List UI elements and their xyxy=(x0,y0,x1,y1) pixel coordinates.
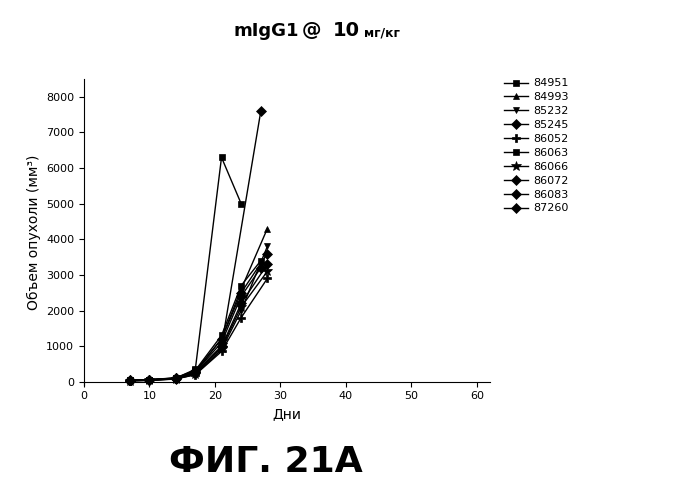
Line: 86083: 86083 xyxy=(127,261,271,384)
85245 xyxy=(257,265,265,271)
86083 xyxy=(263,261,272,267)
Line: 84951: 84951 xyxy=(127,154,244,383)
85245 xyxy=(172,375,180,381)
86083 xyxy=(191,370,200,376)
84993 xyxy=(263,226,272,232)
Legend: 84951, 84993, 85232, 85245, 86052, 86063, 86066, 86072, 86083, 87260: 84951, 84993, 85232, 85245, 86052, 86063… xyxy=(504,79,569,213)
Line: 87260: 87260 xyxy=(127,250,271,384)
86063 xyxy=(257,258,265,264)
85232 xyxy=(172,376,180,382)
86052 xyxy=(125,378,134,384)
84993 xyxy=(191,369,200,375)
85232 xyxy=(125,378,134,384)
87260 xyxy=(217,336,225,342)
Y-axis label: Объем опухоли (мм³): Объем опухоли (мм³) xyxy=(27,155,41,310)
87260 xyxy=(191,368,200,374)
84951 xyxy=(146,376,154,382)
Text: 10: 10 xyxy=(333,21,360,40)
Text: mIgG1: mIgG1 xyxy=(233,22,299,40)
Text: @: @ xyxy=(302,21,321,40)
86066 xyxy=(237,304,246,310)
85232 xyxy=(146,377,154,383)
84951 xyxy=(191,367,200,372)
Line: 86063: 86063 xyxy=(127,257,265,384)
86083 xyxy=(172,375,180,381)
84993 xyxy=(237,286,246,292)
86083 xyxy=(146,377,154,383)
86072 xyxy=(217,343,225,349)
85232 xyxy=(217,347,225,353)
86052 xyxy=(217,349,225,355)
Text: мг/кг: мг/кг xyxy=(363,27,400,40)
86063 xyxy=(217,332,225,338)
87260 xyxy=(146,377,154,383)
84951 xyxy=(217,155,225,161)
86072 xyxy=(146,377,154,383)
86066 xyxy=(146,377,154,383)
84951 xyxy=(125,377,134,383)
87260 xyxy=(263,250,272,256)
85232 xyxy=(237,308,246,314)
86072 xyxy=(172,375,180,381)
86052 xyxy=(146,377,154,383)
86066 xyxy=(191,371,200,377)
Line: 86066: 86066 xyxy=(125,266,272,386)
84993 xyxy=(146,377,154,383)
86052 xyxy=(172,376,180,382)
86072 xyxy=(191,370,200,375)
86063 xyxy=(125,377,134,383)
87260 xyxy=(172,375,180,381)
86066 xyxy=(172,376,180,382)
Line: 85232: 85232 xyxy=(127,243,271,384)
Line: 86052: 86052 xyxy=(126,274,272,385)
86063 xyxy=(172,375,180,381)
86072 xyxy=(257,108,265,114)
X-axis label: Дни: Дни xyxy=(272,407,302,421)
86063 xyxy=(146,376,154,382)
86066 xyxy=(217,345,225,351)
85245 xyxy=(237,293,246,299)
87260 xyxy=(237,290,246,296)
85232 xyxy=(191,371,200,377)
85245 xyxy=(146,377,154,383)
87260 xyxy=(125,377,134,383)
Line: 84993: 84993 xyxy=(127,225,271,384)
86063 xyxy=(237,283,246,288)
86052 xyxy=(237,315,246,321)
86083 xyxy=(237,300,246,306)
86083 xyxy=(125,377,134,383)
86063 xyxy=(191,368,200,373)
84951 xyxy=(237,201,246,206)
84993 xyxy=(217,336,225,342)
85245 xyxy=(191,369,200,375)
85245 xyxy=(125,377,134,383)
Text: ФИГ. 21А: ФИГ. 21А xyxy=(169,445,363,479)
86052 xyxy=(263,276,272,282)
85245 xyxy=(217,339,225,345)
84951 xyxy=(172,375,180,381)
86083 xyxy=(217,344,225,350)
85232 xyxy=(263,244,272,249)
86052 xyxy=(191,371,200,377)
86066 xyxy=(125,378,134,384)
Line: 85245: 85245 xyxy=(127,264,265,384)
84993 xyxy=(125,377,134,383)
Line: 86072: 86072 xyxy=(127,108,265,384)
86072 xyxy=(125,377,134,383)
84993 xyxy=(172,375,180,381)
86066 xyxy=(263,268,272,274)
